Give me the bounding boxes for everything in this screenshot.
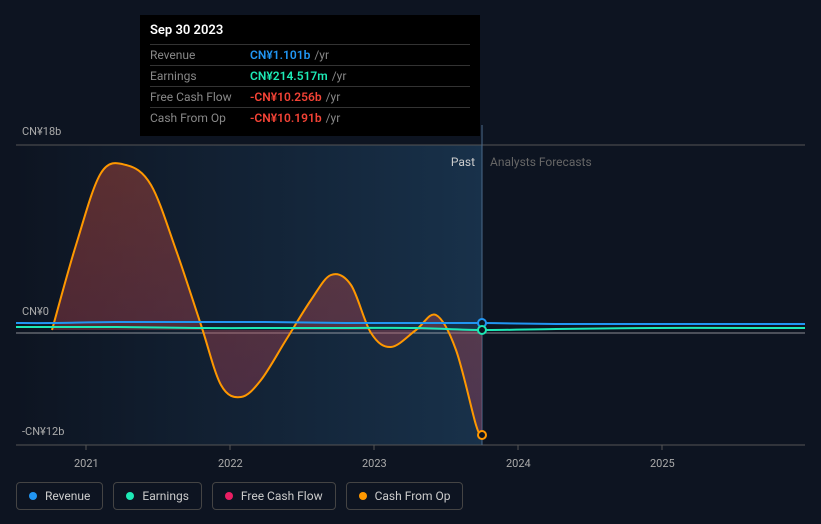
tooltip-row-label: Earnings bbox=[150, 69, 250, 83]
tooltip-row-value: CN¥214.517m bbox=[250, 69, 328, 83]
legend-fcf[interactable]: Free Cash Flow bbox=[212, 482, 336, 510]
legend-label: Earnings bbox=[142, 489, 189, 503]
chart-svg bbox=[16, 125, 805, 445]
chart-tooltip: Sep 30 2023 Revenue CN¥1.101b /yr Earnin… bbox=[140, 15, 480, 136]
tooltip-row-value: -CN¥10.191b bbox=[250, 111, 322, 125]
tooltip-row-unit: /yr bbox=[326, 111, 341, 125]
tooltip-row-label: Revenue bbox=[150, 48, 250, 62]
x-axis-tick: 2025 bbox=[650, 457, 675, 470]
chart-legend: Revenue Earnings Free Cash Flow Cash Fro… bbox=[16, 482, 463, 510]
legend-label: Revenue bbox=[45, 489, 90, 503]
legend-label: Cash From Op bbox=[375, 489, 451, 503]
tooltip-row-value: CN¥1.101b bbox=[250, 48, 310, 62]
past-period-label: Past bbox=[451, 155, 475, 169]
forecast-period-label: Analysts Forecasts bbox=[490, 155, 592, 169]
chart-plot[interactable]: CN¥18b CN¥0 -CN¥12b Past Analysts Foreca… bbox=[16, 125, 805, 445]
legend-revenue[interactable]: Revenue bbox=[16, 482, 103, 510]
tooltip-row-label: Free Cash Flow bbox=[150, 90, 250, 104]
legend-label: Free Cash Flow bbox=[241, 489, 323, 503]
x-axis-tick: 2021 bbox=[74, 457, 99, 470]
tooltip-row-unit: /yr bbox=[332, 69, 347, 83]
legend-swatch-icon bbox=[126, 492, 134, 500]
legend-cashop[interactable]: Cash From Op bbox=[346, 482, 464, 510]
tooltip-row-label: Cash From Op bbox=[150, 111, 250, 125]
y-axis-top-label: CN¥18b bbox=[22, 125, 61, 138]
legend-swatch-icon bbox=[359, 492, 367, 500]
x-axis-tick: 2023 bbox=[362, 457, 387, 470]
legend-swatch-icon bbox=[29, 492, 37, 500]
y-axis-bottom-label: -CN¥12b bbox=[22, 425, 64, 438]
y-axis-zero-label: CN¥0 bbox=[22, 305, 49, 318]
legend-swatch-icon bbox=[225, 492, 233, 500]
tooltip-row-unit: /yr bbox=[314, 48, 329, 62]
tooltip-date: Sep 30 2023 bbox=[150, 23, 470, 38]
x-axis-tick: 2022 bbox=[218, 457, 243, 470]
legend-earnings[interactable]: Earnings bbox=[113, 482, 202, 510]
x-axis-tick: 2024 bbox=[506, 457, 531, 470]
tooltip-row-value: -CN¥10.256b bbox=[250, 90, 322, 104]
tooltip-row-unit: /yr bbox=[326, 90, 341, 104]
